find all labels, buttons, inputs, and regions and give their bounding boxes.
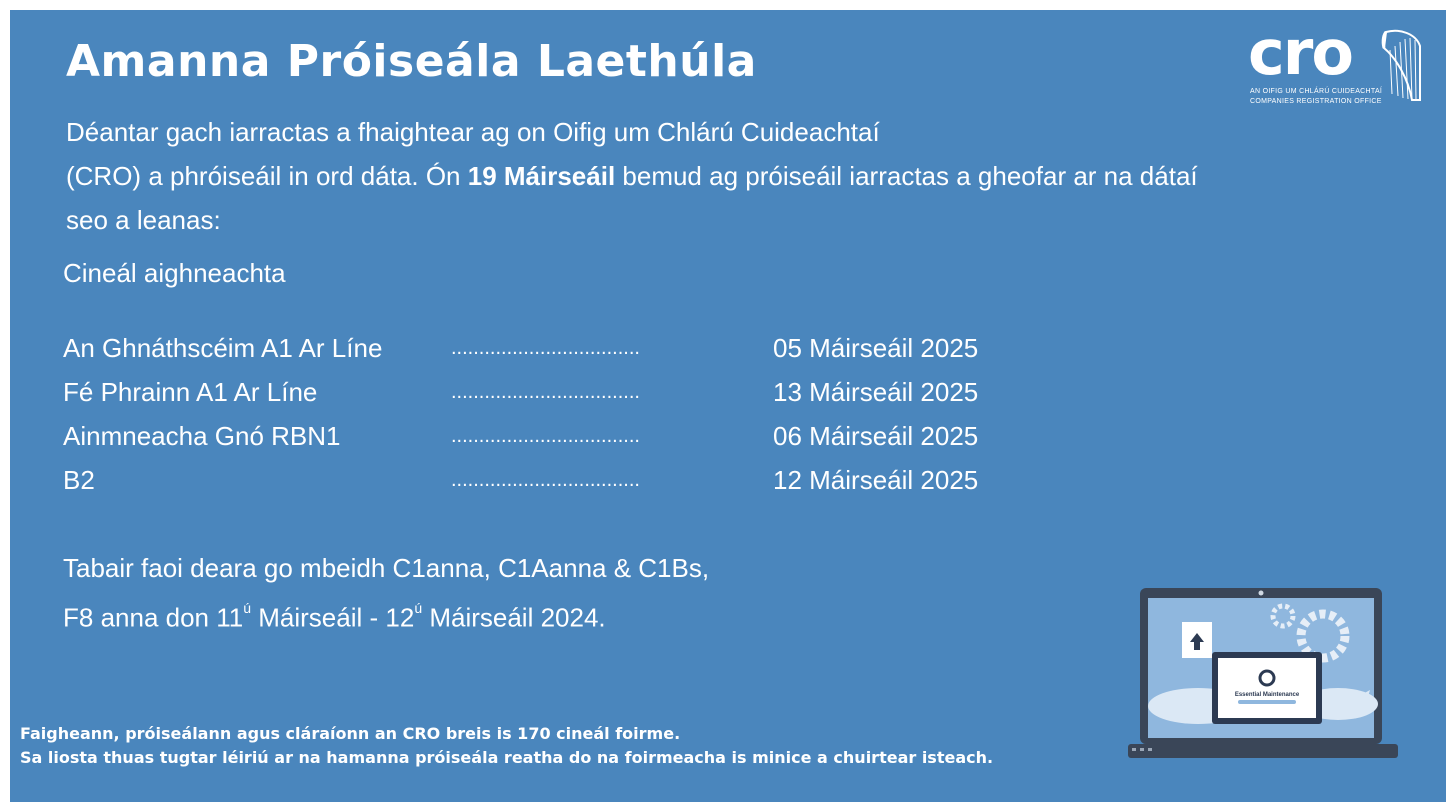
notice-text: Tabair faoi deara go mbeidh C1anna, C1Aa… [63,546,709,640]
notice-line-2: F8 anna don 11ú Máirseáil - 12ú Máirseái… [63,590,709,640]
list-item: An Ghnáthscéim A1 Ar Líne ..............… [63,326,1023,370]
submission-type: B2 [63,465,95,495]
submission-type: An Ghnáthscéim A1 Ar Líne [63,333,383,363]
intro-line-2: (CRO) a phróiseáil in ord dáta. Ón 19 Má… [66,154,1326,198]
intro-line-3: seo a leanas: [66,205,221,235]
logo-subtitle-english: COMPANIES REGISTRATION OFFICE [1250,98,1382,105]
list-item: Fé Phrainn A1 Ar Líne ..................… [63,370,1023,414]
notice-part: Máirseáil - 12 [251,602,415,633]
intro-paragraph: Déantar gach iarractas a fhaightear ag o… [66,110,1326,242]
dot-leader: .................................. [451,337,640,359]
laptop-illustration: Essential Maintenance [1128,588,1398,758]
dot-leader: .................................. [451,469,640,491]
notice-line-1: Tabair faoi deara go mbeidh C1anna, C1Aa… [63,553,710,583]
harp-icon [1381,29,1421,101]
processing-date: 13 Máirseáil 2025 [773,377,979,407]
intro-line-2-end: bemud ag próiseáil iarractas a gheofar a… [615,161,1198,191]
logo-subtitle-irish: AN OIFIG UM CHLÁRÚ CUIDEACHTAÍ [1250,88,1383,95]
laptop-screen-label: Essential Maintenance [1235,692,1300,698]
intro-date-highlight: 19 Máirseáil [467,161,616,191]
processing-dates-list: An Ghnáthscéim A1 Ar Líne ..............… [63,326,1023,502]
footer-line-2: Sa liosta thuas tugtar léiriú ar na hama… [20,748,994,767]
notice-part: F8 anna don 11 [63,602,244,633]
submission-type: Ainmneacha Gnó RBN1 [63,421,341,451]
submission-type-heading: Cineál aighneachta [63,258,286,288]
cro-logo-mark: cro [1248,16,1354,89]
announcement-panel: Amanna Próiseála Laethúla Déantar gach i… [10,10,1446,802]
processing-date: 12 Máirseáil 2025 [773,465,979,495]
list-item: B2 .................................. 12… [63,458,1023,502]
intro-line-2-start: (CRO) a phróiseáil in ord dáta. Ón [66,161,468,191]
submission-type: Fé Phrainn A1 Ar Líne [63,377,318,407]
footer-line-1: Faigheann, próiseálann agus cláraíonn an… [20,724,681,743]
dot-leader: .................................. [451,425,640,447]
processing-date: 05 Máirseáil 2025 [773,333,979,363]
page-title: Amanna Próiseála Laethúla [66,36,757,87]
ordinal-suffix: ú [414,600,423,616]
ordinal-suffix: ú [243,600,252,616]
list-item: Ainmneacha Gnó RBN1 ....................… [63,414,1023,458]
cro-logo: cro AN OIFIG UM CHLÁRÚ CUIDEACHTAÍ COMPA… [1248,16,1438,118]
footer-text: Faigheann, próiseálann agus cláraíonn an… [20,722,993,770]
intro-line-1: Déantar gach iarractas a fhaightear ag o… [66,117,880,147]
processing-date: 06 Máirseáil 2025 [773,421,979,451]
dot-leader: .................................. [451,381,640,403]
notice-part: Máirseáil 2024. [422,602,606,633]
